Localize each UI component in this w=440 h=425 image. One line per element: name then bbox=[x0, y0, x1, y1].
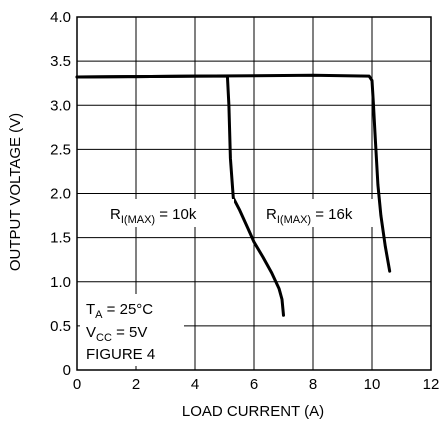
conditions-bg bbox=[80, 294, 184, 366]
figure-label: FIGURE 4 bbox=[86, 346, 155, 363]
y-tick-label: 4.0 bbox=[50, 9, 71, 26]
label-bg-16k bbox=[262, 199, 376, 227]
y-tick-label: 2.5 bbox=[50, 141, 71, 158]
x-tick-label: 4 bbox=[191, 376, 199, 393]
x-tick-label: 12 bbox=[423, 376, 440, 393]
plot-frame bbox=[76, 16, 432, 371]
series-lines bbox=[75, 73, 392, 317]
x-tick-labels: 0 2 4 6 8 10 12 bbox=[73, 376, 440, 393]
series-label-10k: RI(MAX) = 10k bbox=[110, 206, 197, 226]
series-line-16k bbox=[75, 73, 392, 273]
condition-ta: TA = 25°C bbox=[86, 301, 153, 321]
condition-vcc: VCC = 5V bbox=[86, 324, 147, 344]
y-axis-title: OUTPUT VOLTAGE (V) bbox=[7, 113, 24, 271]
label-bg-10k bbox=[106, 199, 234, 227]
x-tick-label: 0 bbox=[73, 376, 81, 393]
y-tick-label: 3.0 bbox=[50, 97, 71, 114]
y-tick-label: 2.0 bbox=[50, 186, 71, 203]
x-tick-label: 8 bbox=[309, 376, 317, 393]
y-tick-label: 1.5 bbox=[50, 230, 71, 247]
x-tick-label: 10 bbox=[364, 376, 381, 393]
y-tick-label: 0 bbox=[63, 362, 71, 379]
x-tick-label: 6 bbox=[250, 376, 258, 393]
x-axis-title: LOAD CURRENT (A) bbox=[182, 403, 324, 420]
y-tick-label: 1.0 bbox=[50, 274, 71, 291]
y-tick-label: 3.5 bbox=[50, 53, 71, 70]
x-tick-label: 2 bbox=[132, 376, 140, 393]
series-label-16k: RI(MAX) = 16k bbox=[266, 206, 353, 226]
series-line-10k bbox=[75, 74, 285, 317]
y-tick-labels: 0 0.5 1.0 1.5 2.0 2.5 3.0 3.5 4.0 bbox=[50, 9, 71, 379]
y-tick-label: 0.5 bbox=[50, 318, 71, 335]
